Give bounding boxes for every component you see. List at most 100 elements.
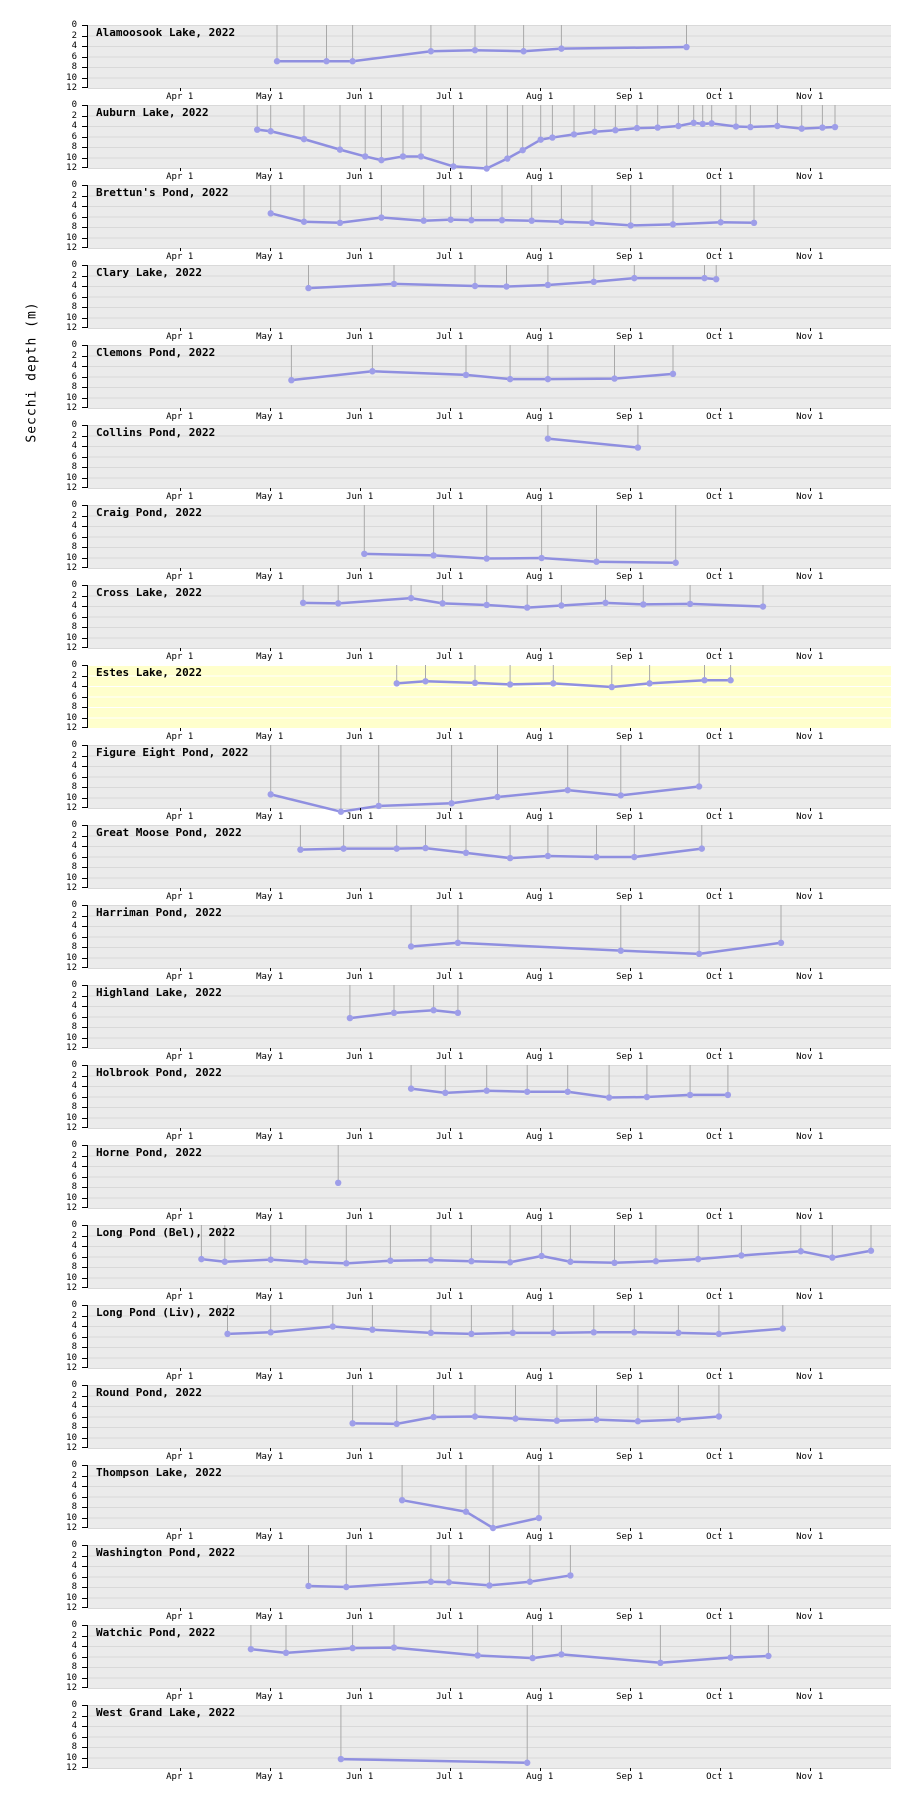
x-tick-label: Jun 1 xyxy=(346,92,374,102)
y-tick-mark xyxy=(82,56,87,58)
data-point xyxy=(701,677,708,684)
x-tick-mark xyxy=(269,1608,271,1611)
x-tick-label: Sep 1 xyxy=(616,652,644,662)
data-point xyxy=(669,370,677,378)
x-tick-mark xyxy=(449,88,451,91)
x-tick-mark xyxy=(539,1288,541,1291)
y-tick-mark xyxy=(82,407,87,408)
plot-area: Highland Lake, 2022 xyxy=(87,985,891,1049)
y-tick-label: 12 xyxy=(66,1523,77,1533)
y-tick-label: 4 xyxy=(71,1561,77,1571)
y-tick-label: 4 xyxy=(71,1001,77,1011)
y-tick-label: 2 xyxy=(71,1230,77,1241)
plot-canvas xyxy=(88,1545,891,1609)
plot-canvas xyxy=(88,1385,891,1449)
data-point xyxy=(305,1582,312,1590)
y-tick-mark xyxy=(82,1406,87,1407)
y-tick-mark xyxy=(82,1277,87,1279)
x-tick-mark xyxy=(809,1208,811,1211)
plot-area: Collins Pond, 2022 xyxy=(87,425,891,489)
lake-panel-cross-lake-2022: 0 2 4 6 8 10 12 Cross Lake, 2022 Apr 1 May 1 Jun 1… xyxy=(0,580,912,665)
y-tick-label: 6 xyxy=(71,1651,77,1662)
data-point xyxy=(427,1578,435,1585)
y-tick-label: 8 xyxy=(71,1342,77,1352)
x-tick-label: Nov 1 xyxy=(796,1452,824,1462)
x-tick-mark xyxy=(179,1448,181,1451)
x-tick-mark xyxy=(179,88,181,91)
y-tick-mark xyxy=(82,1545,87,1546)
x-tick-label: May 1 xyxy=(256,1692,284,1702)
x-tick-label: Apr 1 xyxy=(166,92,194,102)
x-tick-mark xyxy=(719,1288,721,1291)
y-tick-mark xyxy=(82,686,87,687)
x-tick-label: Aug 1 xyxy=(526,1292,554,1302)
x-tick-label: Apr 1 xyxy=(166,1292,194,1302)
lake-panel-great-moose-pond-2022: 0 2 4 6 8 10 12 Great Moose Pond, 2022 Apr 1 May … xyxy=(0,820,912,905)
panel-title: Long Pond (Bel), 2022 xyxy=(96,1226,236,1239)
y-tick-label: 2 xyxy=(71,1150,77,1161)
data-point xyxy=(462,1508,470,1515)
y-tick-mark xyxy=(82,1747,87,1748)
series-line xyxy=(546,437,640,449)
data-point xyxy=(375,802,382,810)
y-tick-label: 0 xyxy=(71,100,77,110)
data-point xyxy=(617,792,624,799)
x-axis: Apr 1 May 1 Jun 1 Jul 1 Aug 1 Sep 1 Oct 1 Nov 1 xyxy=(0,168,912,185)
y-tick-label: 0 xyxy=(71,820,77,830)
x-tick-label: Jun 1 xyxy=(346,652,374,662)
plot-area: Cross Lake, 2022 xyxy=(87,585,891,649)
x-tick-mark xyxy=(179,488,181,491)
data-point xyxy=(390,1644,398,1651)
y-tick-label: 4 xyxy=(71,1481,77,1491)
lake-panel-craig-pond-2022: 0 2 4 6 8 10 12 Craig Pond, 2022 Apr 1 May 1 Jun 1… xyxy=(0,500,912,585)
y-tick-label: 12 xyxy=(66,483,77,493)
y-tick-label: 4 xyxy=(71,1241,77,1251)
data-point xyxy=(282,1649,290,1657)
data-point xyxy=(454,1009,462,1017)
data-point xyxy=(512,1415,519,1422)
data-point xyxy=(652,1258,660,1265)
x-tick-mark xyxy=(809,568,811,571)
y-tick-label: 8 xyxy=(71,942,77,952)
y-tick-mark xyxy=(82,877,87,879)
x-tick-label: Apr 1 xyxy=(166,972,194,982)
data-point xyxy=(468,216,475,224)
data-point xyxy=(336,219,344,226)
y-tick-mark xyxy=(82,585,87,586)
x-tick-mark xyxy=(719,1448,721,1451)
plot-area: Thompson Lake, 2022 xyxy=(87,1465,891,1532)
x-tick-mark xyxy=(719,1688,721,1691)
x-tick-mark xyxy=(269,1048,271,1051)
y-tick-mark xyxy=(82,717,87,719)
x-tick-label: Sep 1 xyxy=(616,92,644,102)
panel-title: Collins Pond, 2022 xyxy=(96,426,216,439)
x-axis: Apr 1 May 1 Jun 1 Jul 1 Aug 1 Sep 1 Oct 1 Nov 1 xyxy=(0,1448,912,1465)
y-tick-label: 2 xyxy=(71,430,77,441)
y-tick-mark xyxy=(82,745,87,746)
data-point xyxy=(544,281,552,289)
x-tick-label: Jul 1 xyxy=(436,92,464,102)
panel-title: Auburn Lake, 2022 xyxy=(96,106,209,119)
x-tick-mark xyxy=(179,248,181,251)
x-tick-mark xyxy=(179,1368,181,1371)
y-tick-mark xyxy=(82,87,87,88)
y-tick-mark xyxy=(82,526,87,527)
x-tick-mark xyxy=(359,248,361,251)
y-tick-mark xyxy=(82,77,87,79)
y-tick-label: 10 xyxy=(66,872,77,883)
y-tick-mark xyxy=(82,435,87,437)
y-tick-mark xyxy=(82,1027,87,1028)
x-tick-mark xyxy=(539,1128,541,1131)
x-tick-mark xyxy=(539,1208,541,1211)
x-tick-label: Sep 1 xyxy=(616,972,644,982)
x-tick-label: Nov 1 xyxy=(796,1292,824,1302)
data-point xyxy=(343,1260,350,1267)
x-tick-mark xyxy=(179,1688,181,1691)
y-tick-mark xyxy=(82,425,87,426)
data-point xyxy=(611,1259,618,1266)
x-axis: Apr 1 May 1 Jun 1 Jul 1 Aug 1 Sep 1 Oct 1 Nov 1 xyxy=(0,1528,912,1545)
series-line xyxy=(249,1646,770,1665)
x-tick-label: Aug 1 xyxy=(526,252,554,262)
x-tick-mark xyxy=(809,1768,811,1771)
y-tick-mark xyxy=(82,237,87,239)
